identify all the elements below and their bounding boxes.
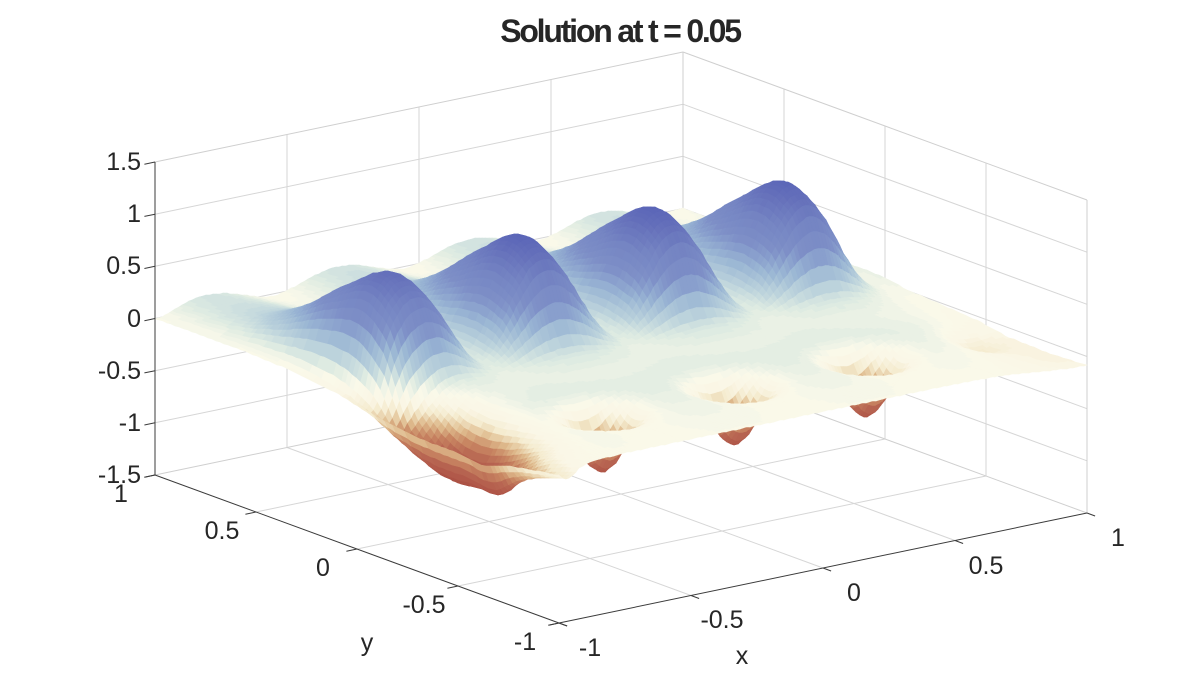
svg-text:0.5: 0.5 — [205, 517, 240, 545]
svg-text:0.5: 0.5 — [969, 552, 1004, 580]
svg-text:1.5: 1.5 — [106, 148, 141, 176]
svg-text:Solution at t = 0.05: Solution at t = 0.05 — [500, 13, 741, 49]
svg-text:-1: -1 — [514, 628, 536, 656]
svg-text:0: 0 — [847, 579, 861, 607]
svg-text:-1: -1 — [579, 634, 601, 662]
svg-text:0.5: 0.5 — [106, 252, 141, 280]
svg-text:-0.5: -0.5 — [98, 357, 141, 385]
svg-text:y: y — [361, 629, 374, 657]
svg-text:1: 1 — [114, 480, 128, 508]
svg-text:-1.5: -1.5 — [98, 461, 141, 489]
svg-text:0: 0 — [316, 554, 330, 582]
svg-text:0: 0 — [127, 305, 141, 333]
svg-text:-0.5: -0.5 — [700, 606, 743, 634]
svg-text:-0.5: -0.5 — [402, 591, 445, 619]
svg-text:x: x — [736, 642, 749, 670]
svg-text:1: 1 — [127, 200, 141, 228]
svg-text:1: 1 — [1111, 524, 1125, 552]
svg-text:-1: -1 — [119, 409, 141, 437]
